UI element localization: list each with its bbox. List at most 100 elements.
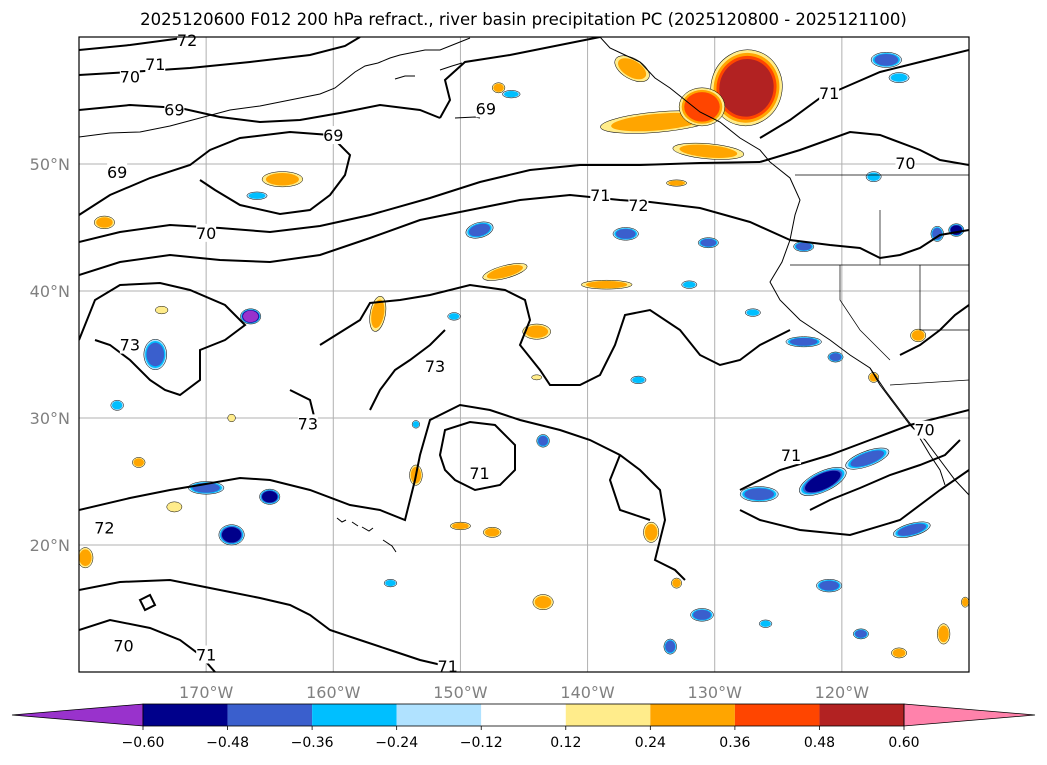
precip-blob [671,577,682,589]
precip-blob-layer [890,73,908,82]
precip-blob-layer [452,522,469,530]
colorbar-frame [142,703,905,727]
colorbar-tick-label: 0.24 [635,735,666,751]
contour-label: 70 [895,154,915,173]
coastlines [79,37,969,553]
contour-label: 70 [914,421,934,440]
graticule [79,37,969,672]
precip-blob-layer [938,625,949,643]
precip-blob-layer [665,640,676,653]
precip-blob [910,328,927,343]
precip-blob [785,336,822,348]
precip-blob [491,82,506,94]
colorbar-swatch [565,704,651,726]
contour-72-north [79,37,191,51]
contour-69-north [79,103,441,124]
contour-label: 71 [438,657,458,676]
contour-label: 70 [120,68,140,87]
precip-blob [868,372,879,383]
precip-blob [870,51,902,68]
precip-blob-layer [243,310,259,323]
colorbar-tick-label: 0.12 [550,735,581,751]
contour-label-bg [425,357,445,376]
contour-label: 72 [628,196,648,215]
colorbar-tick-label: −0.12 [460,735,503,751]
contour-label-bg [119,67,140,86]
precip-blob [643,521,660,543]
colorbar: −0.60 −0.48 −0.36 −0.24 −0.12 0.12 0.24 0.36 0.4… [11,703,1036,751]
us-west-coast [769,161,969,496]
latitude-labels: 50°N 40°N 30°N 20°N [30,155,70,555]
precip-blob [893,521,931,538]
precip-blob-layer [618,58,647,80]
contour-label: 71 [819,84,839,103]
precip-blob-layer [644,524,658,541]
contour-label: 72 [177,31,197,50]
colorbar-extend-high [903,703,1036,727]
contour-label: 71 [781,446,801,465]
precip-blob [630,375,647,384]
precip-blob-layer [111,401,123,410]
colorbar-tick-label: −0.24 [375,735,418,751]
precip-blob [758,619,773,628]
precip-blob-layer [96,217,113,228]
contour-label-bg [781,446,801,465]
precip-blob [690,608,714,622]
precip-blob-layer [146,342,165,367]
contour-72-south [79,403,686,581]
precip-blob-layer [850,450,885,467]
precip-blob [532,594,554,611]
precip-blob [666,179,687,187]
precip-blob-layer [668,180,685,186]
precip-blob-layer [448,313,460,320]
colorbar-tick-label: 0.60 [888,735,919,751]
precip-blob-layer [615,228,636,239]
precip-blob-layer [789,337,818,346]
contour-70-ne [759,130,969,166]
contour-label: 71 [590,186,610,205]
colorbar-swatch [819,704,904,726]
contour-label-bg [914,420,935,439]
colorbar-swatch [227,704,313,726]
contour-label-bg [323,126,344,145]
canada-coast [599,37,771,163]
precip-blob-layer [932,227,943,240]
precip-blob [465,221,494,239]
precip-blob [132,457,146,468]
lon-label: 170°W [179,683,234,702]
contour-label: 69 [107,163,127,182]
contour-label-bg [196,223,217,242]
precip-blob-layer [760,620,771,627]
contour-72-jet [79,193,791,276]
precip-blob-layer [265,173,299,186]
map-title: 2025120600 F012 200 hPa refract., river … [140,10,907,29]
precip-blob [522,323,551,340]
precip-blob [739,486,779,503]
precip-blob-layer [632,376,645,383]
colorbar-swatch [650,704,735,726]
precip-blob [744,308,761,317]
precip-blob [369,296,387,332]
contour-label: 71 [196,645,216,664]
precip-blob [948,223,965,237]
colorbar-tick-label: −0.60 [122,735,165,751]
contour-label-bg [628,195,649,214]
precip-blob [240,308,262,325]
precip-blob-layer [486,265,523,279]
state-border-b [839,265,891,361]
contour-labels: 72 71 70 69 69 69 69 70 71 72 71 70 73 73 73 71 71 70 72 70… [94,30,935,676]
refractivity-contours [79,37,969,672]
precip-blob [447,312,461,321]
contour-label: 71 [145,55,165,74]
precip-blob [143,339,167,370]
precip-blob [961,596,969,608]
precip-blob-layer [371,299,385,329]
colorbar-tick-label: 0.48 [804,735,835,751]
precip-blob-layer [819,580,840,591]
precip-blob [482,263,528,281]
lon-label: 150°W [433,683,488,702]
contour-label: 69 [164,101,184,120]
contour-70-inner [809,439,961,511]
precip-blob-layer [531,374,543,381]
